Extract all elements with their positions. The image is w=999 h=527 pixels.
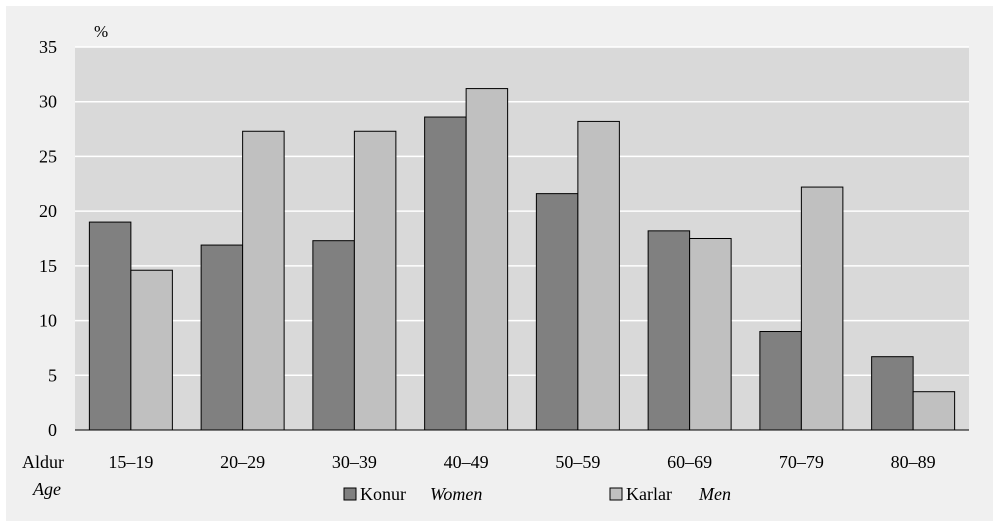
bar-men [689, 238, 732, 431]
bar-women [312, 240, 355, 431]
bar-men [800, 186, 844, 431]
y-tick-label: 30 [39, 92, 57, 112]
x-tick-label: 80–89 [891, 452, 936, 472]
bar-women [871, 356, 914, 431]
y-tick-label: 20 [39, 201, 57, 221]
x-tick-label: 50–59 [555, 452, 600, 472]
bar-women [200, 244, 244, 431]
y-tick-label: 15 [39, 256, 57, 276]
bar-men [353, 130, 397, 431]
x-tick-labels: 15–19 20–29 30–39 40–49 50–59 60–69 70–79 80–89 [108, 452, 935, 472]
bar-men [242, 130, 285, 431]
bar-women [647, 230, 691, 431]
x-tick-label: 20–29 [220, 452, 265, 472]
y-tick-labels: 0 5 10 15 20 25 30 35 [39, 37, 57, 440]
y-tick-label: 5 [48, 365, 57, 385]
x-axis-label-secondary: Age [32, 479, 61, 499]
legend-label-women-secondary: Women [430, 484, 482, 504]
x-tick-label: 70–79 [779, 452, 824, 472]
legend-label-men-secondary: Men [698, 484, 731, 504]
unit-label: % [94, 22, 108, 41]
bar-women [535, 193, 579, 431]
x-tick-label: 15–19 [108, 452, 153, 472]
bar-men [130, 269, 173, 431]
legend-swatch-women [343, 487, 357, 501]
legend: Konur Women Karlar Men [343, 484, 731, 504]
bar-men [465, 88, 509, 431]
x-tick-label: 40–49 [444, 452, 489, 472]
bars [88, 88, 956, 431]
y-tick-label: 25 [39, 146, 57, 166]
y-tick-label: 10 [39, 311, 57, 331]
y-tick-label: 35 [39, 37, 57, 57]
legend-label-men: Karlar [626, 484, 672, 504]
x-tick-label: 60–69 [667, 452, 712, 472]
x-axis-label: Aldur [22, 452, 64, 472]
bar-men [577, 120, 620, 431]
y-tick-label: 0 [48, 420, 57, 440]
legend-swatch-men [609, 487, 623, 501]
bar-men [912, 391, 956, 431]
bar-women [424, 116, 467, 431]
bar-chart: 0 5 10 15 20 25 30 35 15–19 20–29 30–39 40–49 50–59… [22, 22, 969, 504]
x-tick-label: 30–39 [332, 452, 377, 472]
chart-container: 0 5 10 15 20 25 30 35 15–19 20–29 30–39 40–49 50–59… [6, 6, 993, 521]
legend-label-women: Konur [360, 484, 406, 504]
bar-women [88, 221, 132, 431]
bar-women [759, 331, 802, 431]
